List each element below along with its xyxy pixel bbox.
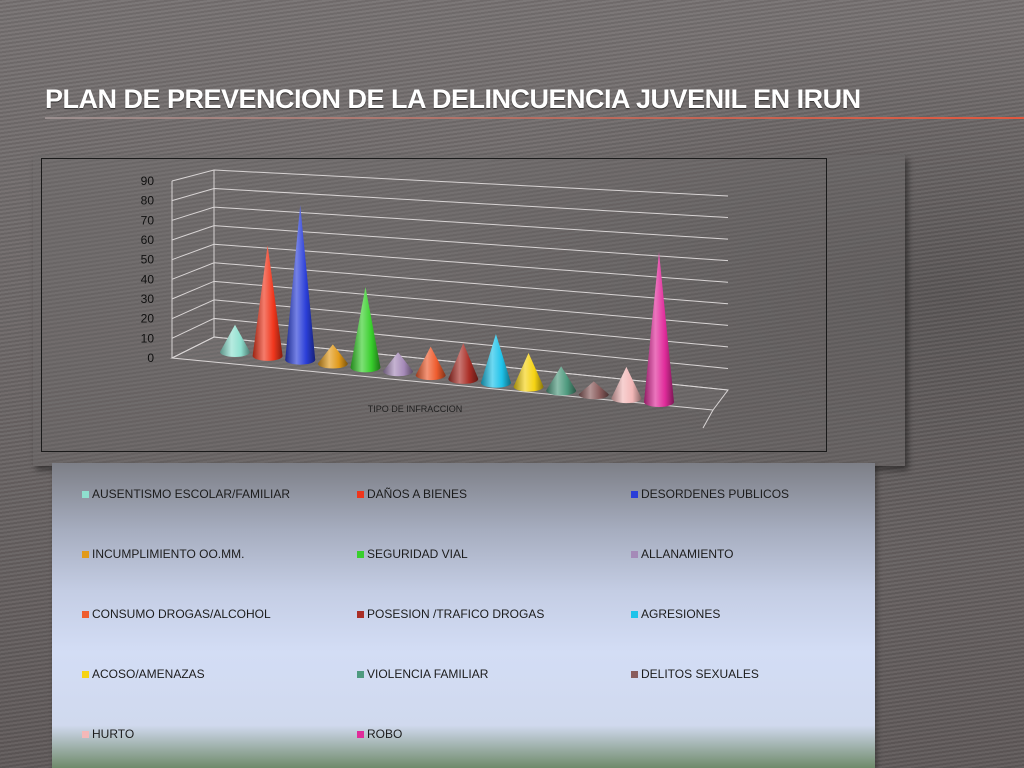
legend-swatch xyxy=(631,490,638,498)
legend-label: HURTO xyxy=(92,727,135,741)
legend-item: ACOSO/AMENAZAS xyxy=(82,667,205,681)
legend-swatch xyxy=(631,550,638,558)
legend-item: DAÑOS A BIENES xyxy=(357,487,467,501)
cone-13 xyxy=(611,366,642,404)
legend-swatch xyxy=(631,670,638,678)
legend-swatch xyxy=(82,490,89,498)
legend-label: DAÑOS A BIENES xyxy=(367,487,468,501)
plot-area xyxy=(41,158,827,452)
cone-5 xyxy=(350,287,381,373)
legend-label: DESORDENES PUBLICOS xyxy=(641,487,790,501)
legend-swatch xyxy=(357,550,364,558)
slide-title: PLAN DE PREVENCION DE LA DELINCUENCIA JU… xyxy=(45,84,861,114)
y-tick-label: 0 xyxy=(147,351,154,365)
gridline xyxy=(171,280,729,326)
legend-swatch xyxy=(357,730,364,738)
legend-item: DELITOS SEXUALES xyxy=(631,667,759,681)
chart-legend: AUSENTISMO ESCOLAR/FAMILIAR DAÑOS A BIENE… xyxy=(52,463,875,768)
y-axis-ticks: 0 10 20 30 40 50 60 70 80 90 xyxy=(141,174,155,365)
chart-gridlines xyxy=(171,169,729,391)
cone-10 xyxy=(513,353,544,392)
gridline xyxy=(171,299,729,348)
cone-12 xyxy=(578,381,609,400)
legend-label: ROBO xyxy=(367,727,403,741)
legend-label: ALLANAMIENTO xyxy=(641,547,734,561)
legend-label: CONSUMO DROGAS/ALCOHOL xyxy=(92,607,271,621)
y-tick-label: 10 xyxy=(141,331,155,345)
y-tick-label: 30 xyxy=(141,292,155,306)
gridline xyxy=(171,336,729,391)
cone-7 xyxy=(415,346,446,381)
floor-tick xyxy=(702,409,714,429)
legend-item: DESORDENES PUBLICOS xyxy=(631,487,789,501)
legend-item: SEGURIDAD VIAL xyxy=(357,547,468,561)
cone-14 xyxy=(644,251,674,407)
legend-swatch xyxy=(82,610,89,618)
legend-label: ACOSO/AMENAZAS xyxy=(92,667,205,681)
legend-item: VIOLENCIA FAMILIAR xyxy=(357,667,488,681)
cone-8 xyxy=(448,343,479,384)
legend-swatch xyxy=(82,730,89,738)
gridline xyxy=(171,317,729,369)
legend-swatch xyxy=(82,670,89,678)
legend-label: DELITOS SEXUALES xyxy=(641,667,759,681)
gridline xyxy=(171,206,729,240)
legend-item: POSESION /TRAFICO DROGAS xyxy=(357,607,544,621)
legend-label: POSESION /TRAFICO DROGAS xyxy=(367,607,545,621)
legend-swatch xyxy=(631,610,638,618)
gridline xyxy=(171,262,729,305)
legend-item: ALLANAMIENTO xyxy=(631,547,733,561)
y-tick-label: 20 xyxy=(141,312,155,326)
legend-swatch xyxy=(357,670,364,678)
cone-3 xyxy=(285,205,316,365)
legend-label: AGRESIONES xyxy=(641,607,721,621)
legend-swatch xyxy=(357,610,364,618)
cone-9 xyxy=(480,333,511,388)
legend-label: SEGURIDAD VIAL xyxy=(367,547,468,561)
cone-11 xyxy=(546,366,577,396)
x-axis-title: TIPO DE INFRACCION xyxy=(368,404,463,414)
gridline xyxy=(171,225,729,262)
legend-label: AUSENTISMO ESCOLAR/FAMILIAR xyxy=(92,487,291,501)
legend-item: INCUMPLIMIENTO OO.MM. xyxy=(82,547,244,561)
chart-walls xyxy=(170,170,729,429)
title-underline xyxy=(45,117,1024,119)
legend-item: AGRESIONES xyxy=(631,607,720,621)
legend-item: CONSUMO DROGAS/ALCOHOL xyxy=(82,607,271,621)
gridline xyxy=(171,243,729,283)
legend-swatch xyxy=(82,550,89,558)
legend-swatch xyxy=(357,490,364,498)
y-tick-label: 70 xyxy=(141,213,155,227)
cone-2 xyxy=(252,245,283,361)
y-tick-label: 60 xyxy=(141,233,155,247)
y-tick-label: 90 xyxy=(141,174,155,188)
cone-6 xyxy=(383,352,414,377)
y-tick-label: 80 xyxy=(141,194,155,208)
legend-item: AUSENTISMO ESCOLAR/FAMILIAR xyxy=(82,487,290,501)
legend-label: VIOLENCIA FAMILIAR xyxy=(367,667,489,681)
y-tick-label: 40 xyxy=(141,272,155,286)
legend-label: INCUMPLIMIENTO OO.MM. xyxy=(92,547,245,561)
chart-frame xyxy=(33,155,905,466)
chart-cones xyxy=(220,205,674,407)
gridline xyxy=(171,188,729,219)
y-tick-label: 50 xyxy=(141,253,155,267)
cone-4 xyxy=(317,344,348,369)
gridline xyxy=(171,169,729,197)
legend-item: HURTO xyxy=(82,727,134,741)
cone-1 xyxy=(220,324,250,357)
legend-item: ROBO xyxy=(357,727,402,741)
